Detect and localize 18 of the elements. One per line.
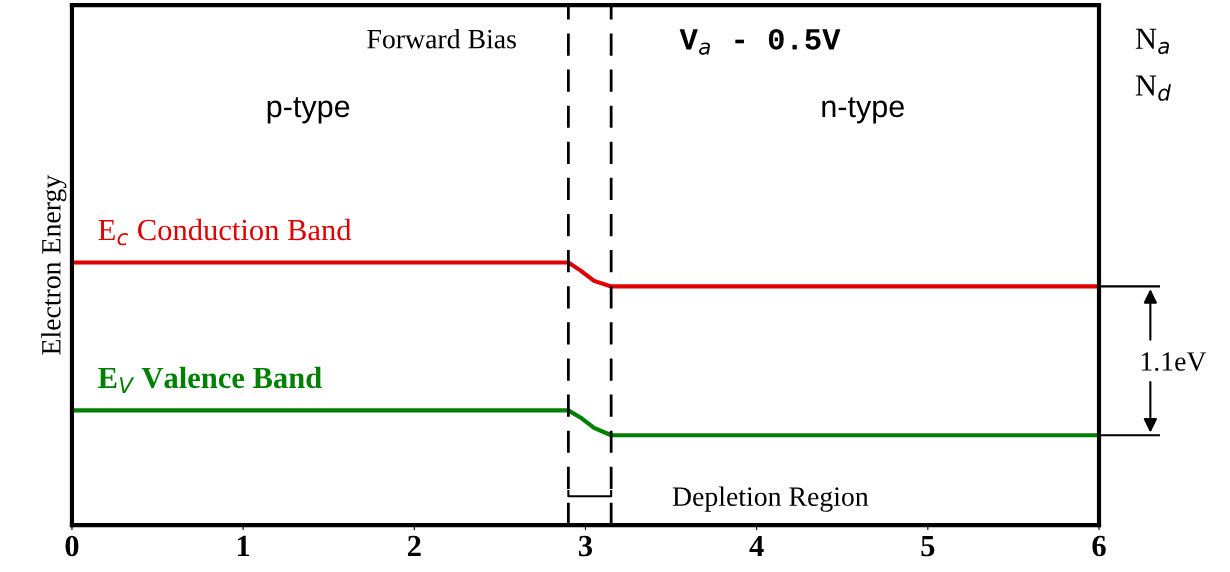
x-tick-label: 6 [1092, 535, 1106, 557]
text: N$_{a}$ [1135, 28, 1170, 55]
text: V$_{a}$ - 0.5V [679, 28, 841, 55]
x-tick-label: 5 [921, 536, 935, 557]
text: 1.1eV [1141, 352, 1207, 372]
series-label: E$_{c}$ Conduction Band [98, 218, 352, 246]
text: n-type [822, 97, 904, 124]
y-axis-title: Electron Energy [41, 174, 67, 355]
text: p-type [267, 97, 350, 124]
x-tick-label: 0 [65, 535, 79, 557]
text: N$_{d}$ [1135, 75, 1171, 101]
x-tick-label: 3 [578, 535, 593, 557]
x-tick-label: 1 [237, 535, 250, 557]
series-label: E$_{V}$ Valence Band [98, 366, 322, 393]
x-tick-label: 2 [407, 535, 421, 557]
x-tick-label: 4 [749, 535, 764, 557]
annotation: Depletion Region [672, 486, 869, 512]
text: Forward Bias [367, 28, 516, 49]
